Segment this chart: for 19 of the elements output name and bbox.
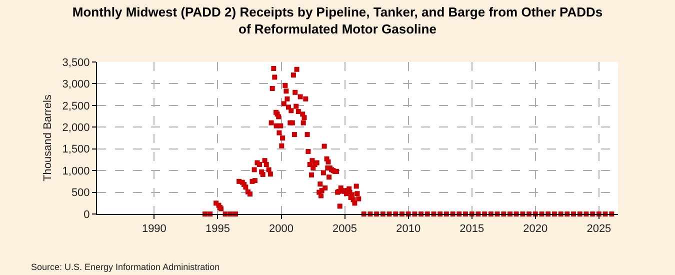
y-tick-label: 500: [71, 187, 90, 200]
y-tick-label: 1,500: [62, 144, 90, 156]
x-tick-label: 1995: [205, 223, 230, 236]
chart-title: Monthly Midwest (PADD 2) Receipts by Pipeline, Tanker, and Barge from Other PADDs of Reformulated Motor Gasoline: [72, 4, 603, 36]
y-tick-label: 3,500: [62, 56, 90, 69]
y-tick-label: 2,500: [62, 100, 90, 112]
y-tick-label: 3,000: [62, 78, 90, 91]
x-tick-label: 2015: [460, 223, 484, 236]
x-tick-label: 2005: [332, 223, 358, 236]
x-tick-label: 2020: [523, 223, 548, 236]
source-note: Source: U.S. Energy Information Administration: [31, 262, 220, 272]
y-axis-title: Thousand Barrels: [42, 94, 54, 182]
y-tick-label: 0: [84, 208, 90, 221]
y-tick-label: 1,000: [62, 165, 90, 178]
x-tick-label: 2000: [269, 223, 294, 236]
x-tick-label: 2025: [586, 223, 612, 236]
x-tick-label: 1990: [142, 223, 166, 236]
y-tick-label: 2,000: [62, 122, 90, 134]
x-tick-label: 2010: [396, 223, 421, 236]
